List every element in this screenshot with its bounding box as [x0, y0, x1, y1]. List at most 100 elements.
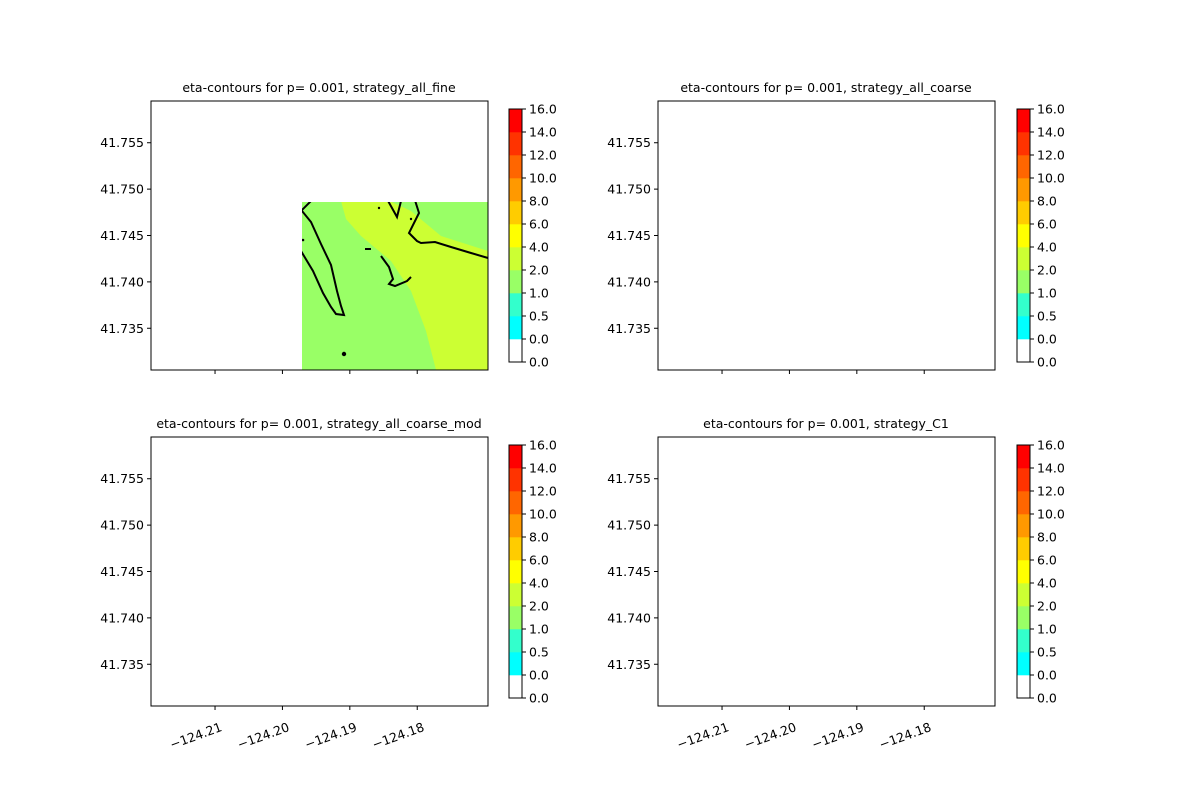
- colorbar-label: 6.0: [529, 553, 549, 568]
- colorbar-label: 0.0: [529, 691, 549, 706]
- colorbar-segment: [1017, 491, 1030, 515]
- colorbar-segment: [1017, 155, 1030, 179]
- colorbar-segment: [509, 293, 522, 317]
- colorbar-label: 10.0: [1037, 507, 1065, 522]
- colorbar-label: 1.0: [1037, 286, 1057, 301]
- colorbar-segment: [1017, 606, 1030, 630]
- colorbar-label: 2.0: [1037, 599, 1057, 614]
- colorbar-segment: [1017, 445, 1030, 469]
- xtick-label: −124.19: [303, 719, 359, 752]
- colorbar-frame: [508, 108, 523, 363]
- colorbar-label: 14.0: [529, 461, 557, 476]
- ytick-label: 41.745: [100, 228, 144, 243]
- panel-all-coarse: eta-contours for p= 0.001, strategy_all_…: [658, 80, 995, 370]
- colorbar-segment: [509, 109, 522, 133]
- panel-title: eta-contours for p= 0.001, strategy_all_…: [680, 80, 972, 95]
- colorbar-label: 10.0: [529, 171, 557, 186]
- colorbar-label: 2.0: [1037, 263, 1057, 278]
- ytick-label: 41.755: [100, 471, 144, 486]
- ytick-label: 41.745: [100, 564, 144, 579]
- ytick-label: 41.740: [607, 610, 651, 625]
- colorbar-label: 0.0: [529, 355, 549, 370]
- colorbar-label: 8.0: [529, 530, 549, 545]
- ytick-label: 41.745: [607, 564, 651, 579]
- colorbar-segment: [1017, 468, 1030, 492]
- colorbar-label: 2.0: [529, 599, 549, 614]
- colorbar-segment: [1017, 675, 1030, 699]
- ytick-label: 41.750: [607, 182, 651, 197]
- colorbar-segment: [509, 339, 522, 363]
- colorbar-label: 8.0: [529, 194, 549, 209]
- ytick-label: 41.750: [100, 182, 144, 197]
- colorbar-label: 8.0: [1037, 530, 1057, 545]
- xtick-label: −124.20: [742, 719, 798, 752]
- colorbar: 0.0 0.0 0.5 1.0 2.0 4.0 6.0 8.0 10.0 12.0 14.0 16.0: [1016, 102, 1065, 370]
- colorbar: 0.0 0.0 0.5 1.0 2.0 4.0 6.0 8.0 10.0 12.0 14.0 16.0: [508, 438, 557, 706]
- colorbar-label: 14.0: [529, 125, 557, 140]
- xtick-label: −124.18: [877, 719, 933, 752]
- ytick-label: 41.755: [100, 135, 144, 150]
- colorbar-segment: [509, 155, 522, 179]
- colorbar-label: 14.0: [1037, 125, 1065, 140]
- colorbar-label: 10.0: [1037, 171, 1065, 186]
- ytick-label: 41.740: [100, 610, 144, 625]
- colorbar-label: 16.0: [529, 102, 557, 117]
- ytick-label: 41.755: [607, 135, 651, 150]
- colorbar-segment: [509, 178, 522, 202]
- heatmap-field: [658, 437, 995, 706]
- ytick-label: 41.735: [100, 657, 144, 672]
- colorbar-label: 6.0: [1037, 217, 1057, 232]
- colorbar-segment: [509, 224, 522, 248]
- colorbar-segment: [509, 132, 522, 156]
- colorbar-segment: [1017, 132, 1030, 156]
- panel-title: eta-contours for p= 0.001, strategy_all_…: [156, 416, 481, 431]
- colorbar: 0.0 0.0 0.5 1.0 2.0 4.0 6.0 8.0 10.0 12.0 14.0 16.0: [508, 102, 557, 370]
- ytick-label: 41.740: [100, 274, 144, 289]
- colorbar-label: 1.0: [529, 286, 549, 301]
- colorbar-label: 12.0: [1037, 148, 1065, 163]
- ytick-label: 41.735: [607, 321, 651, 336]
- colorbar: 0.0 0.0 0.5 1.0 2.0 4.0 6.0 8.0 10.0 12.0 14.0 16.0: [1016, 438, 1065, 706]
- ytick-label: 41.755: [607, 471, 651, 486]
- heatmap-field: [302, 202, 489, 370]
- colorbar-segment: [509, 629, 522, 653]
- colorbar-label: 2.0: [529, 263, 549, 278]
- axes-frame: [150, 436, 489, 707]
- colorbar-label: 14.0: [1037, 461, 1065, 476]
- colorbar-frame: [1016, 444, 1031, 699]
- panel-title: eta-contours for p= 0.001, strategy_all_…: [182, 80, 456, 95]
- colorbar-segment: [509, 560, 522, 584]
- axes-2: 41.735 41.740 41.745 41.750 41.755 −124.21 −12…: [100, 436, 557, 752]
- colorbar-segment: [509, 583, 522, 607]
- xtick-label: −124.21: [675, 719, 731, 752]
- colorbar-segment: [509, 445, 522, 469]
- colorbar-label: 0.0: [1037, 332, 1057, 347]
- ytick-label: 41.750: [100, 518, 144, 533]
- colorbar-segment: [1017, 270, 1030, 294]
- colorbar-segment: [509, 606, 522, 630]
- colorbar-segment: [1017, 247, 1030, 271]
- colorbar-label: 0.0: [1037, 355, 1057, 370]
- colorbar-label: 16.0: [1037, 102, 1065, 117]
- colorbar-label: 1.0: [529, 622, 549, 637]
- colorbar-frame: [508, 444, 523, 699]
- axes-3: 41.735 41.740 41.745 41.750 41.755 −124.21 −12…: [607, 436, 1065, 752]
- xtick-label: −124.20: [235, 719, 291, 752]
- colorbar-segment: [509, 537, 522, 561]
- xtick-label: −124.19: [810, 719, 866, 752]
- heatmap-field: [658, 101, 995, 370]
- colorbar-segment: [509, 468, 522, 492]
- colorbar-label: 0.0: [1037, 668, 1057, 683]
- colorbar-segment: [509, 247, 522, 271]
- axes-0: 41.735 41.740 41.745 41.750 41.755 0.0 0.0 0.5 1…: [100, 100, 557, 374]
- panel-c1: eta-contours for p= 0.001, strategy_C1: [658, 416, 995, 706]
- colorbar-segment: [1017, 109, 1030, 133]
- colorbar-label: 8.0: [1037, 194, 1057, 209]
- colorbar-label: 16.0: [1037, 438, 1065, 453]
- colorbar-frame: [1016, 108, 1031, 363]
- colorbar-label: 0.0: [529, 668, 549, 683]
- heatmap-field: [151, 437, 488, 706]
- colorbar-segment: [509, 201, 522, 225]
- colorbar-label: 12.0: [529, 148, 557, 163]
